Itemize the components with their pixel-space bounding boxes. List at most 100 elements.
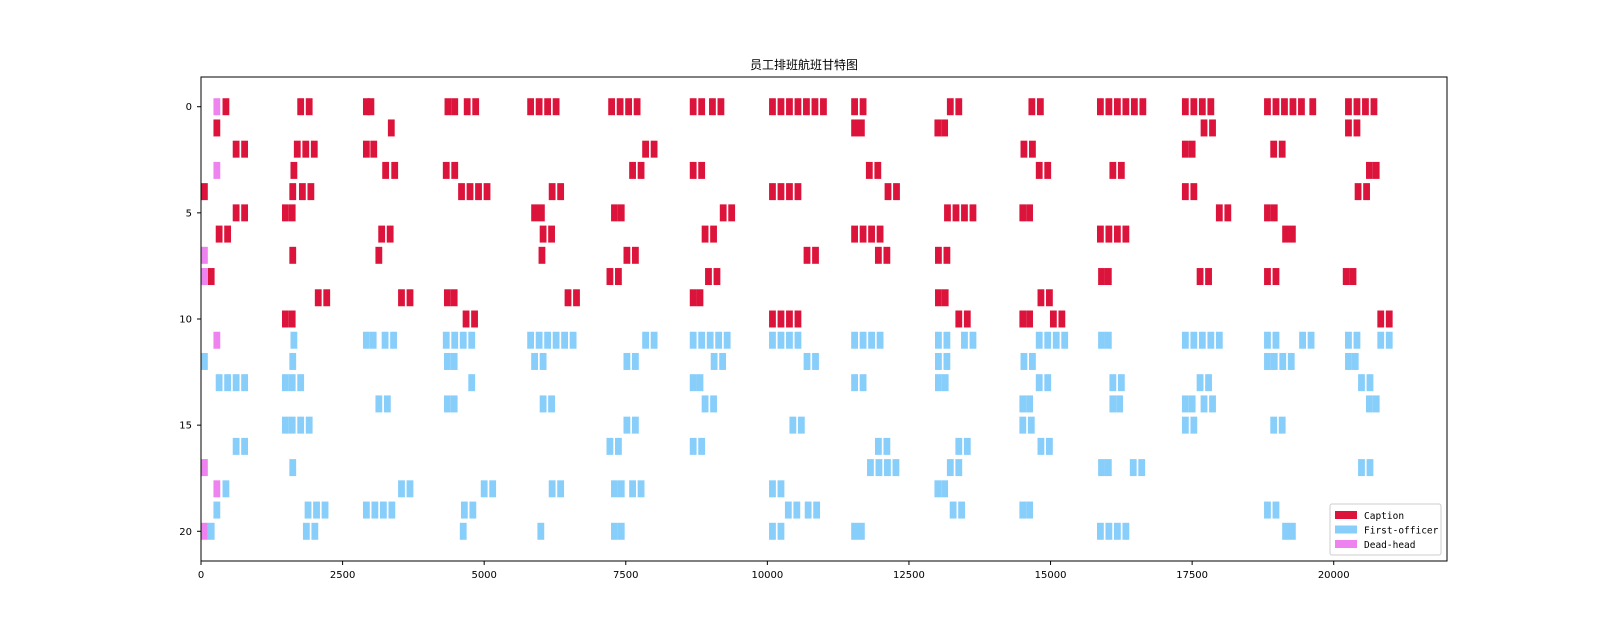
bar-dead-head [213, 331, 221, 349]
bar-first-officer [1113, 522, 1121, 540]
bar-first-officer [1272, 501, 1280, 519]
bar-first-officer [1279, 352, 1287, 370]
bar-caption [201, 183, 208, 201]
bar-caption [1028, 98, 1036, 116]
bar-caption [475, 183, 482, 201]
bar-first-officer [1205, 374, 1212, 392]
bar-caption [398, 289, 405, 307]
bar-first-officer [297, 416, 305, 434]
bar-caption [642, 140, 649, 158]
bar-caption [539, 225, 547, 243]
bar-first-officer [305, 416, 313, 434]
y-tick-label: 0 [186, 102, 192, 113]
bar-first-officer [1035, 374, 1043, 392]
bars-layer [201, 98, 1393, 540]
legend-swatch [1335, 511, 1357, 519]
bar-first-officer [548, 480, 556, 498]
bar-first-officer [892, 459, 900, 477]
bar-caption [786, 98, 793, 116]
bar-caption [705, 268, 712, 286]
bar-caption [222, 98, 230, 116]
bar-caption [944, 204, 951, 222]
bar-first-officer [215, 374, 223, 392]
legend-label: Dead-head [1364, 540, 1415, 551]
bar-first-officer [1181, 416, 1189, 434]
x-tick-label: 0 [198, 570, 204, 581]
bar-caption [868, 225, 875, 243]
bar-first-officer [769, 331, 776, 349]
bar-first-officer [451, 331, 459, 349]
bar-first-officer [943, 352, 951, 370]
bar-caption [952, 204, 960, 222]
x-tick-label: 5000 [471, 570, 496, 581]
bar-caption [709, 98, 716, 116]
bar-caption [963, 310, 971, 328]
bar-first-officer [769, 522, 776, 540]
bar-first-officer [535, 331, 543, 349]
bar-caption [710, 225, 717, 243]
bar-first-officer [935, 374, 942, 392]
bar-caption [207, 268, 215, 286]
bar-first-officer [710, 395, 717, 413]
bar-first-officer [381, 331, 389, 349]
x-tick-label: 17500 [1176, 570, 1208, 581]
bar-caption [1345, 119, 1352, 137]
bar-first-officer [552, 331, 560, 349]
bar-caption [527, 98, 535, 116]
bar-first-officer [875, 459, 883, 477]
bar-caption [794, 183, 802, 201]
bar-caption [307, 183, 315, 201]
bar-caption [698, 161, 706, 179]
bar-first-officer [723, 331, 731, 349]
bar-first-officer [1366, 395, 1373, 413]
bar-caption [1036, 98, 1044, 116]
bar-first-officer [1044, 331, 1052, 349]
bar-caption [1207, 98, 1215, 116]
bar-caption [689, 289, 697, 307]
bar-caption [544, 98, 552, 116]
bar-first-officer [786, 331, 793, 349]
bar-caption [1058, 310, 1066, 328]
bar-first-officer [1270, 416, 1278, 434]
bar-caption [444, 98, 452, 116]
bar-first-officer [611, 522, 618, 540]
bar-caption [1190, 183, 1198, 201]
bar-caption [1098, 268, 1105, 286]
bar-first-officer [1109, 395, 1117, 413]
bar-caption [442, 161, 450, 179]
bar-first-officer [961, 331, 968, 349]
bar-first-officer [288, 374, 296, 392]
legend-swatch [1335, 525, 1357, 534]
bar-dead-head [213, 161, 221, 179]
bar-first-officer [632, 416, 639, 434]
bar-caption [472, 98, 480, 116]
y-tick-label: 10 [179, 315, 192, 326]
bar-first-officer [1052, 331, 1060, 349]
bar-caption [290, 161, 298, 179]
bar-first-officer [1366, 459, 1374, 477]
bar-caption [857, 119, 865, 137]
bar-first-officer [1138, 459, 1146, 477]
bar-caption [1105, 225, 1113, 243]
bar-first-officer [1366, 374, 1374, 392]
x-axis: 0 2500 5000 7500 10000 12500 15000 17500 20000 [198, 561, 1350, 581]
bar-caption [483, 183, 491, 201]
bar-caption [689, 98, 697, 116]
bar-first-officer [241, 437, 249, 455]
bar-first-officer [1188, 395, 1196, 413]
bar-caption [297, 98, 305, 116]
bar-caption [769, 183, 776, 201]
bar-caption [451, 98, 459, 116]
bar-first-officer [406, 480, 414, 498]
bar-caption [874, 246, 882, 264]
bar-first-officer [794, 331, 802, 349]
bar-first-officer [867, 459, 874, 477]
bar-caption [362, 140, 370, 158]
bar-caption [884, 183, 892, 201]
bar-caption [608, 98, 616, 116]
bar-caption [305, 98, 313, 116]
bar-caption [241, 140, 249, 158]
bar-caption [803, 246, 811, 264]
bar-caption [1044, 161, 1052, 179]
bar-first-officer [1019, 416, 1027, 434]
